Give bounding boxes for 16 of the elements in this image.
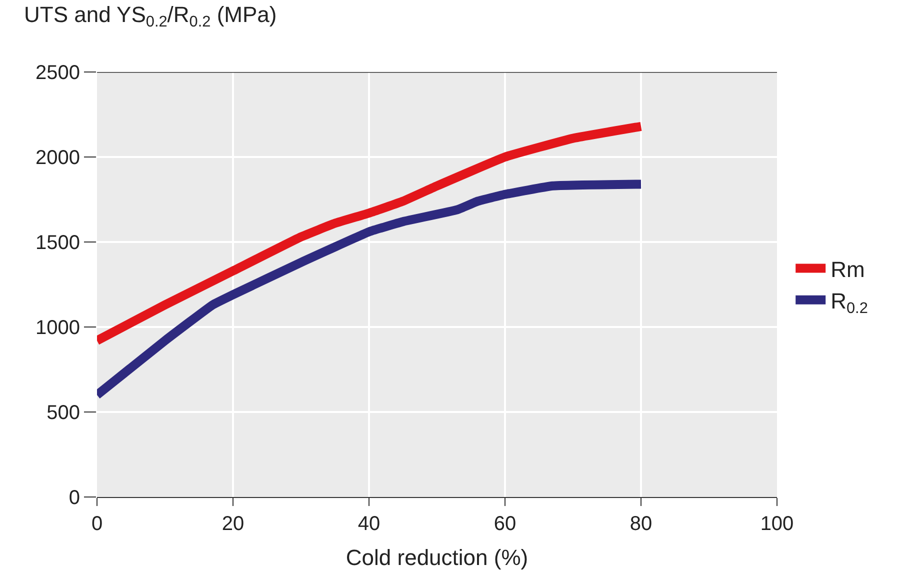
legend-label: R$_{0.2}$ — [830, 288, 868, 318]
y-tick-label: 1500 — [36, 232, 80, 254]
legend-label: Rm — [830, 256, 865, 282]
x-axis-title: Cold reduction (%) — [346, 544, 528, 570]
y-tick-label: 500 — [46, 402, 80, 424]
x-tick-label: 100 — [760, 513, 794, 535]
x-tick-label: 0 — [91, 513, 103, 535]
y-tick-label: 1000 — [36, 317, 80, 339]
x-tick-label: 20 — [222, 513, 244, 535]
y-tick-label: 0 — [68, 487, 80, 509]
y-axis-title: UTS and YS$_{0.2}$/R$_{0.2}$ (MPa) — [24, 2, 277, 31]
x-tick-label: 40 — [358, 513, 380, 535]
y-tick-label: 2500 — [36, 62, 80, 84]
x-tick-label: 80 — [630, 513, 652, 535]
x-tick-label: 60 — [494, 513, 516, 535]
y-tick-label: 2000 — [36, 147, 80, 169]
